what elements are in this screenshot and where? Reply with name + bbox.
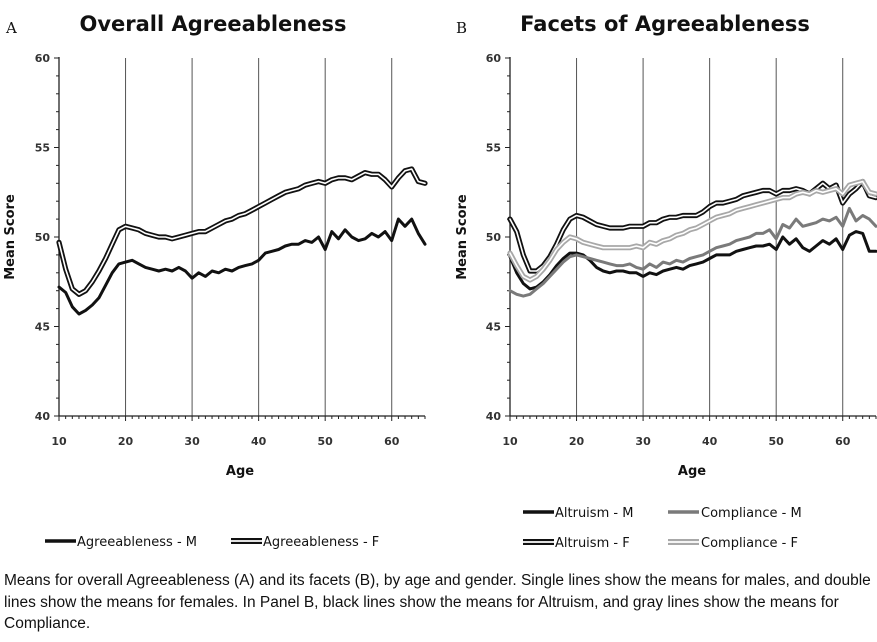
panel-a-xtick-label-50: 50 — [318, 435, 334, 448]
panel-a-series-agreeableness-f — [56, 166, 428, 297]
legend-a-label-male: Agreeableness - M — [77, 535, 197, 550]
panel-b-xlabel: Age — [678, 464, 706, 479]
panel-b-xtick-label-60: 60 — [835, 435, 851, 448]
legend-b-label-altruism-f: Altruism - F — [555, 536, 630, 551]
panel-b-xtick-label-20: 20 — [569, 435, 585, 448]
panel-b-xtick-label-10: 10 — [502, 435, 518, 448]
panel-a-ytick-label-40: 40 — [35, 410, 51, 423]
panel-b-ytick-label-45: 45 — [486, 321, 501, 334]
legend-b-label-compliance-m: Compliance - M — [701, 506, 802, 521]
panel-a-series-agreeableness-m — [57, 217, 427, 316]
figure-caption: Means for overall Agreeableness (A) and … — [4, 572, 871, 632]
panel-b-line-inner-compliance-f — [509, 180, 877, 281]
panel-b-series-altruism-m — [508, 230, 877, 291]
panel-b-label: B — [456, 19, 467, 37]
panel-a-xtick-label-40: 40 — [251, 435, 267, 448]
legend-b-item-altruism-f: Altruism - F — [523, 536, 630, 551]
legend-b: Altruism - M Compliance - M Altruism - F… — [523, 506, 802, 551]
panel-b-series-compliance-m — [508, 206, 877, 298]
panel-b-ytick-label-60: 60 — [486, 52, 502, 65]
panel-b-ylabel: Mean Score — [455, 194, 470, 280]
legend-b-item-compliance-f: Compliance - F — [668, 536, 798, 551]
panel-a-ylabel: Mean Score — [3, 194, 18, 280]
panel-b-series-compliance-f — [507, 178, 877, 283]
panel-b-title: Facets of Agreeableness — [520, 12, 810, 36]
legend-b-item-compliance-m: Compliance - M — [668, 506, 802, 521]
panel-a-title: Overall Agreeableness — [80, 12, 347, 36]
legend-b-label-altruism-m: Altruism - M — [555, 506, 633, 521]
panel-b-xtick-label-30: 30 — [635, 435, 651, 448]
panel-a-ytick-label-50: 50 — [35, 231, 51, 244]
panel-a-xtick-label-10: 10 — [51, 435, 67, 448]
panel-b-xtick-label-40: 40 — [702, 435, 718, 448]
panel-a-line-agreeableness-f — [56, 166, 428, 297]
figure: A Overall Agreeableness Mean Score Age 4… — [3, 12, 877, 551]
panel-b-xtick-label-50: 50 — [769, 435, 785, 448]
panel-a-ytick-label-45: 45 — [35, 321, 50, 334]
panel-b-line-altruism-m — [508, 230, 877, 291]
panel-a-xlabel: Age — [226, 464, 254, 479]
panel-a-xtick-label-20: 20 — [118, 435, 134, 448]
panel-b-ytick-label-55: 55 — [486, 142, 501, 155]
panel-a-xtick-label-30: 30 — [184, 435, 200, 448]
legend-a: Agreeableness - M Agreeableness - F — [45, 535, 379, 550]
panel-b-ytick-label-40: 40 — [486, 410, 502, 423]
legend-a-item-male: Agreeableness - M — [45, 535, 197, 550]
panel-a-label: A — [5, 19, 17, 37]
legend-a-item-female: Agreeableness - F — [231, 535, 379, 550]
panel-a-ytick-label-55: 55 — [35, 142, 50, 155]
panel-b-ytick-label-50: 50 — [486, 231, 502, 244]
legend-a-label-female: Agreeableness - F — [263, 535, 379, 550]
legend-b-item-altruism-m: Altruism - M — [523, 506, 633, 521]
legend-b-label-compliance-f: Compliance - F — [701, 536, 798, 551]
panel-b-plot: 40 45 50 55 60 10 20 30 40 50 60 — [486, 52, 877, 448]
panel-a-xtick-label-60: 60 — [384, 435, 400, 448]
panel-a-plot: 40 45 50 55 60 10 20 30 40 50 60 — [35, 52, 428, 448]
panel-a-line-inner-agreeableness-f — [58, 168, 426, 296]
panel-a-line-agreeableness-m — [57, 217, 427, 316]
panel-b-line-compliance-m — [508, 206, 877, 298]
panel-a-ytick-label-60: 60 — [35, 52, 51, 65]
